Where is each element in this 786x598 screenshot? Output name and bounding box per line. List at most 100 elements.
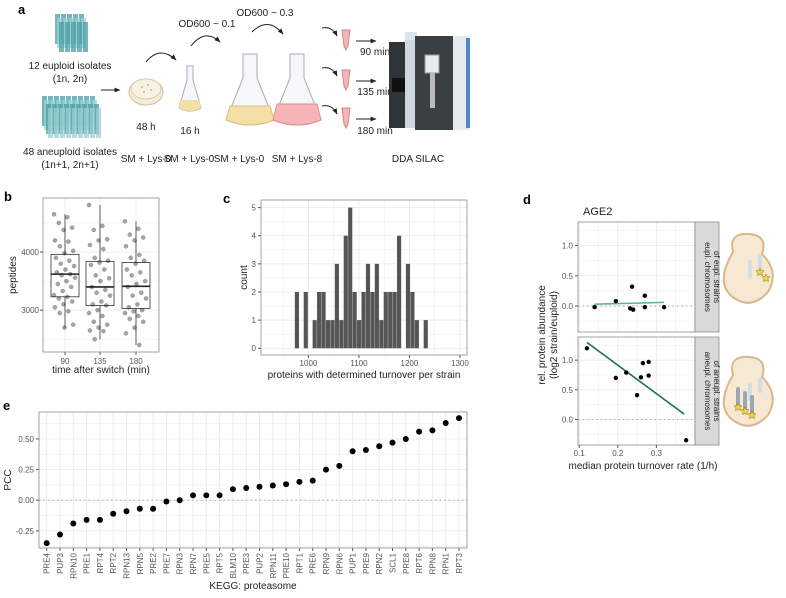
- x-axis-label: proteins with determined turnover per st…: [268, 370, 461, 381]
- x-tick-label: 0.3: [651, 449, 663, 458]
- facet-strip: [694, 336, 720, 446]
- facet-strip-label: of aneupl. strains: [712, 361, 721, 422]
- data-point: [102, 267, 107, 272]
- flask-icon: [272, 53, 322, 126]
- data-point: [72, 275, 78, 280]
- facet-strip-label: of eupl. strains: [712, 251, 721, 303]
- x-tick-label: PRE7: [162, 552, 171, 573]
- y-tick-label: 0.50: [18, 435, 34, 444]
- x-tick-label: RPN7: [189, 552, 198, 574]
- tube: [72, 108, 77, 138]
- arrow: [321, 67, 338, 77]
- histogram-bar: [410, 291, 415, 349]
- tube: [71, 22, 76, 52]
- sample-tube-icon: [341, 107, 351, 130]
- x-tick-label: PUP1: [349, 552, 358, 573]
- x-tick-label: RPN6: [335, 552, 344, 574]
- euploid-yeast-cell-icon: [722, 232, 774, 304]
- data-point: [642, 305, 648, 310]
- data-point: [70, 248, 76, 254]
- y-tick-label: 1.0: [562, 242, 574, 251]
- data-point: [127, 232, 133, 237]
- data-point: [71, 263, 77, 269]
- x-tick-label: PRE1: [83, 552, 92, 573]
- data-point: [124, 267, 130, 272]
- data-point: [67, 271, 73, 277]
- data-point: [95, 307, 100, 313]
- data-point: [66, 309, 71, 314]
- facet-strip-label: eupl. chromosomes: [703, 242, 712, 312]
- data-point: [122, 310, 128, 316]
- data-point: [87, 328, 93, 333]
- data-point: [126, 304, 132, 310]
- data-point: [136, 226, 141, 232]
- panel-c-turnover-histogram: 1000 1100 1200 1300 0 1 2 3 4 5 proteins with dete…: [239, 199, 469, 381]
- plot-background: [578, 337, 695, 445]
- data-point: [129, 272, 134, 278]
- data-point: [229, 486, 236, 493]
- data-point: [57, 310, 63, 316]
- data-point: [176, 497, 183, 504]
- x-tick-label: RPT6: [415, 552, 424, 573]
- data-point: [125, 284, 131, 290]
- regression-line: [594, 301, 665, 305]
- histogram-bar: [365, 263, 371, 349]
- y-axis-label: rel. protein abundance: [537, 285, 548, 385]
- aneuploid-yeast-cell-icon: [722, 355, 774, 427]
- data-point: [97, 260, 102, 265]
- data-point: [402, 435, 409, 442]
- data-point: [138, 290, 144, 296]
- isolate-tubes-icon: [55, 14, 88, 52]
- x-axis-label: time after switch (min): [52, 365, 150, 376]
- data-point: [65, 294, 70, 300]
- y-tick-label: 0.25: [18, 466, 34, 475]
- data-point: [128, 255, 134, 261]
- x-tick-label: 90: [61, 357, 70, 366]
- time-preculture: 16 h: [180, 126, 199, 137]
- x-tick-label: RPT5: [216, 552, 225, 573]
- data-point: [638, 375, 644, 380]
- x-tick-label: RPN1: [442, 552, 451, 574]
- panel-a-workflow: 12 euploid isolates (1n, 2n) 48 aneuploi…: [23, 8, 470, 171]
- data-point: [123, 243, 129, 249]
- data-point: [100, 223, 105, 229]
- data-point: [133, 261, 138, 266]
- data-point: [100, 313, 105, 319]
- medium-label-4: SM + Lys-8: [272, 154, 323, 165]
- data-point: [442, 420, 449, 427]
- x-tick-label: 1300: [451, 359, 469, 368]
- data-point: [92, 336, 98, 342]
- sample-tube-icon: [341, 69, 351, 92]
- flask-icon: [178, 65, 202, 112]
- facet-strip-label: aneupl. chromosomes: [703, 352, 712, 431]
- facet-strip: [694, 221, 720, 333]
- data-point: [163, 498, 170, 505]
- data-point: [86, 310, 92, 316]
- x-tick-label: RPN10: [69, 552, 78, 578]
- data-point: [683, 438, 689, 443]
- plot-background: [578, 222, 695, 332]
- data-point: [142, 278, 148, 284]
- data-point: [127, 316, 133, 322]
- histogram-bar: [423, 320, 428, 349]
- data-point: [61, 227, 66, 233]
- histogram-bar: [339, 320, 344, 349]
- data-point: [65, 214, 70, 220]
- data-point: [138, 270, 143, 275]
- sample-tube-icon: [341, 29, 351, 52]
- medium-label-3: SM + Lys-0: [214, 154, 265, 165]
- y-tick-label: 2: [252, 288, 257, 297]
- y-tick-label: 0.0: [562, 415, 574, 424]
- data-point: [96, 238, 101, 243]
- x-tick-label: RPN11: [269, 552, 278, 578]
- data-point: [66, 239, 71, 244]
- tube: [60, 108, 65, 138]
- data-point: [140, 319, 146, 325]
- data-point: [69, 225, 75, 230]
- data-point: [68, 284, 74, 290]
- panel-e-proteasome-pcc: -0.25 0.00 0.25 0.50 PRE4 PUP3 RPN10 PRE1 RPT4 RP…: [3, 411, 468, 592]
- data-point: [89, 284, 95, 290]
- tube: [83, 22, 88, 52]
- panel-label-b: b: [4, 189, 12, 204]
